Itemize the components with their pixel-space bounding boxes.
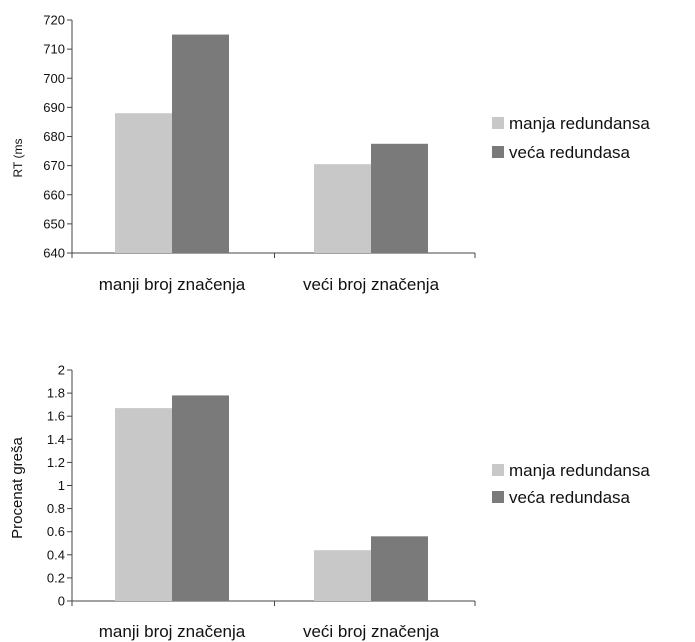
y-tick-label: 0.6 (47, 524, 65, 539)
y-tick-label: 650 (43, 216, 65, 231)
y-axis-label: RT (ms (11, 139, 25, 178)
legend-swatch (492, 117, 504, 129)
y-tick-label: 690 (43, 100, 65, 115)
y-tick-label: 0.2 (47, 570, 65, 585)
y-tick-label: 660 (43, 187, 65, 202)
x-category-label: veći broj značenja (303, 622, 440, 641)
y-axis-label: Procenat greša (9, 436, 26, 538)
bar (371, 536, 428, 601)
legend-label: manja redundansa (509, 461, 650, 480)
y-tick-label: 0 (58, 594, 65, 609)
legend-swatch (492, 146, 504, 158)
bar (115, 408, 172, 601)
legend-swatch (492, 464, 504, 476)
y-tick-label: 1.2 (47, 455, 65, 470)
y-tick-label: 1.4 (47, 432, 65, 447)
bar (314, 550, 371, 601)
bar (314, 164, 371, 253)
x-category-label: manji broj značenja (99, 622, 246, 641)
y-tick-label: 640 (43, 246, 65, 261)
y-tick-label: 0.4 (47, 547, 65, 562)
y-tick-label: 670 (43, 158, 65, 173)
legend-label: manja redundansa (509, 114, 650, 133)
legend-label: veća redundasa (509, 488, 631, 507)
y-tick-label: 2 (58, 363, 65, 378)
y-tick-label: 1.8 (47, 386, 65, 401)
y-tick-label: 710 (43, 42, 65, 57)
y-tick-label: 680 (43, 129, 65, 144)
chart-errors: Procenat greša 0 0.2 0.4 0.6 0.8 1 1.2 1.4 1.6 1.… (9, 363, 650, 642)
chart-rt: RT (ms 640 650 660 670 680 690 700 710 720 manji … (11, 13, 650, 295)
bar (172, 395, 229, 601)
x-category-label: manji broj značenja (99, 275, 246, 294)
y-tick-label: 0.8 (47, 501, 65, 516)
bar (115, 113, 172, 253)
y-tick-label: 720 (43, 13, 65, 28)
legend-swatch (492, 491, 504, 503)
y-tick-label: 700 (43, 71, 65, 86)
y-tick-label: 1 (58, 478, 65, 493)
x-category-label: veći broj značenja (303, 275, 440, 294)
bar (172, 34, 229, 253)
y-tick-label: 1.6 (47, 409, 65, 424)
bar (371, 143, 428, 253)
legend-label: veća redundasa (509, 143, 631, 162)
